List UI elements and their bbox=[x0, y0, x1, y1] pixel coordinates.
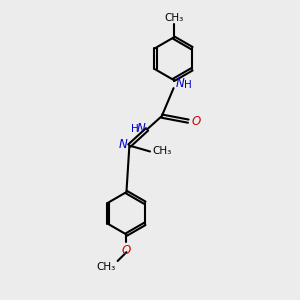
Text: H: H bbox=[131, 124, 139, 134]
Text: O: O bbox=[191, 115, 200, 128]
Text: CH₃: CH₃ bbox=[96, 262, 115, 272]
Text: H: H bbox=[184, 80, 192, 90]
Text: N: N bbox=[118, 139, 127, 152]
Text: CH₃: CH₃ bbox=[152, 146, 172, 157]
Text: N: N bbox=[176, 77, 185, 90]
Text: O: O bbox=[122, 244, 131, 257]
Text: CH₃: CH₃ bbox=[164, 13, 183, 23]
Text: N: N bbox=[137, 122, 146, 135]
